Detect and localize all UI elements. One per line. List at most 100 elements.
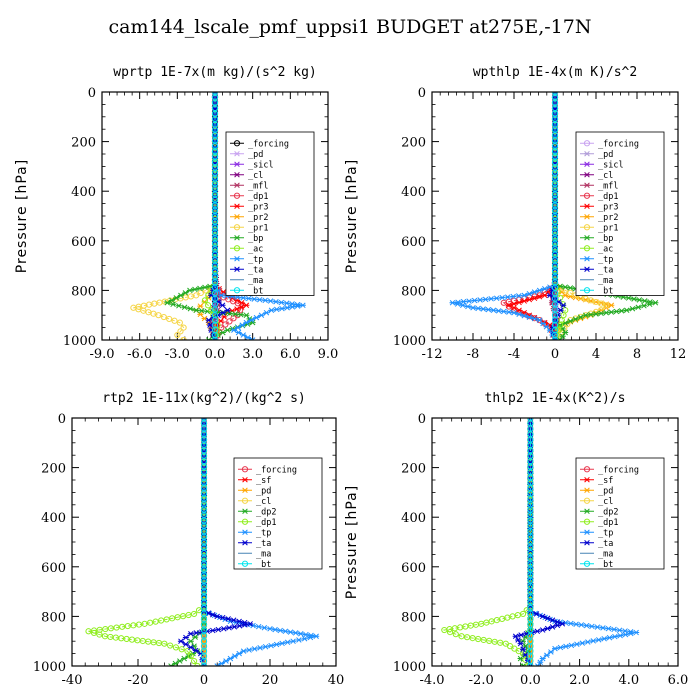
legend-label: _pr2 [248, 213, 268, 223]
data-point [636, 297, 643, 303]
data-point [646, 301, 653, 308]
legend-entry: _ma [238, 549, 271, 559]
legend-entry: _dp1 [238, 518, 276, 528]
legend-entry: _pr2 [580, 213, 618, 223]
data-point [197, 311, 204, 318]
data-point [197, 303, 204, 309]
legend-entry: _bp [580, 234, 613, 244]
data-point [243, 312, 250, 318]
data-point [567, 289, 574, 296]
data-point [625, 295, 632, 301]
legend-entry: _mfl [230, 181, 268, 191]
data-point [175, 303, 182, 309]
chart-panel-3: rtp2 1E-11x(kg^2)/(kg^2 s)Pressure [hPa]… [33, 391, 344, 688]
chart-panel-1: wprtp 1E-7x(m kg)/(s^2 kg) Pressure [hPa]… [14, 65, 338, 362]
data-point [505, 302, 512, 309]
legend-marker [233, 192, 241, 199]
data-point [617, 632, 624, 639]
data-point [174, 614, 181, 621]
legend-entry: _pd [580, 486, 613, 496]
legend-label: _bt [598, 286, 613, 296]
series-line [88, 418, 205, 666]
legend-entry: _mfl [580, 181, 618, 191]
x-tick-label: 4 [592, 347, 600, 362]
data-point [147, 619, 154, 626]
data-point [245, 295, 252, 302]
data-point [292, 630, 299, 636]
legend-marker [234, 150, 240, 157]
data-point [547, 649, 554, 655]
data-point [603, 309, 610, 316]
data-point [557, 337, 564, 340]
data-point [549, 624, 556, 630]
legend-entry: _ac [580, 244, 613, 254]
data-point [505, 309, 512, 315]
data-point [584, 639, 591, 645]
data-point [231, 653, 238, 659]
data-point [313, 633, 320, 639]
y-tick-label: 600 [401, 561, 426, 576]
data-point [471, 297, 478, 304]
data-point [158, 617, 165, 624]
legend-marker [234, 266, 240, 273]
legend-entry: _bp [230, 234, 263, 244]
data-point [168, 663, 174, 666]
data-point [640, 303, 647, 309]
x-tick-label: 4.0 [618, 673, 639, 688]
data-point [187, 652, 194, 660]
y-tick-label: 400 [71, 185, 96, 200]
series-dp1 [85, 418, 208, 666]
legend-label: _bp [598, 234, 613, 244]
legend: _forcing_pd_sicl_cl_mfl_dp1_pr3_pr2_pr1_… [575, 131, 665, 296]
chart-panel-2: wpthlp 1E-4x(m K)/s^2 Pressure [hPa] -12 -8… [344, 65, 686, 362]
legend-label: _dp1 [598, 192, 618, 202]
data-point [182, 634, 189, 641]
legend-marker [583, 140, 591, 147]
data-point [464, 303, 471, 310]
data-point [526, 314, 533, 320]
data-point [284, 639, 291, 646]
data-point [520, 646, 527, 653]
data-point [572, 316, 579, 322]
data-point [244, 334, 251, 340]
legend-entry: _dp1 [230, 192, 268, 202]
data-point [616, 627, 623, 633]
data-point [220, 626, 227, 632]
data-point [499, 294, 506, 301]
data-point [441, 626, 448, 634]
data-point [194, 662, 201, 666]
data-point [527, 662, 534, 666]
legend-entry: _pr1 [580, 223, 618, 233]
data-point [263, 309, 270, 316]
x-tick-label: 0 [551, 347, 559, 362]
data-point [475, 305, 482, 312]
data-point [543, 652, 550, 659]
legend-marker [233, 245, 241, 252]
data-point [554, 622, 561, 629]
data-point [560, 302, 567, 309]
legend-label: _bt [598, 560, 613, 570]
data-point [601, 635, 608, 642]
data-point [236, 618, 243, 625]
data-point [559, 333, 566, 340]
data-point [294, 303, 301, 309]
x-tick-label: 6.0 [280, 347, 301, 362]
data-point [510, 293, 517, 300]
data-point [541, 285, 548, 292]
data-point [163, 616, 170, 623]
series-line [170, 418, 205, 666]
legend-entry: _sf [238, 476, 271, 486]
data-point [181, 655, 188, 662]
legend-entry: _dp1 [580, 192, 618, 202]
y-tick-label: 1000 [63, 334, 96, 349]
data-point [549, 617, 556, 623]
data-point [519, 650, 527, 657]
legend-entry: _pd [580, 150, 613, 160]
legend-entry: _cl [580, 497, 613, 507]
data-point [605, 625, 612, 632]
data-point [178, 646, 185, 653]
y-tick-label: 800 [71, 284, 96, 299]
data-point [187, 638, 194, 644]
data-point [241, 622, 248, 628]
